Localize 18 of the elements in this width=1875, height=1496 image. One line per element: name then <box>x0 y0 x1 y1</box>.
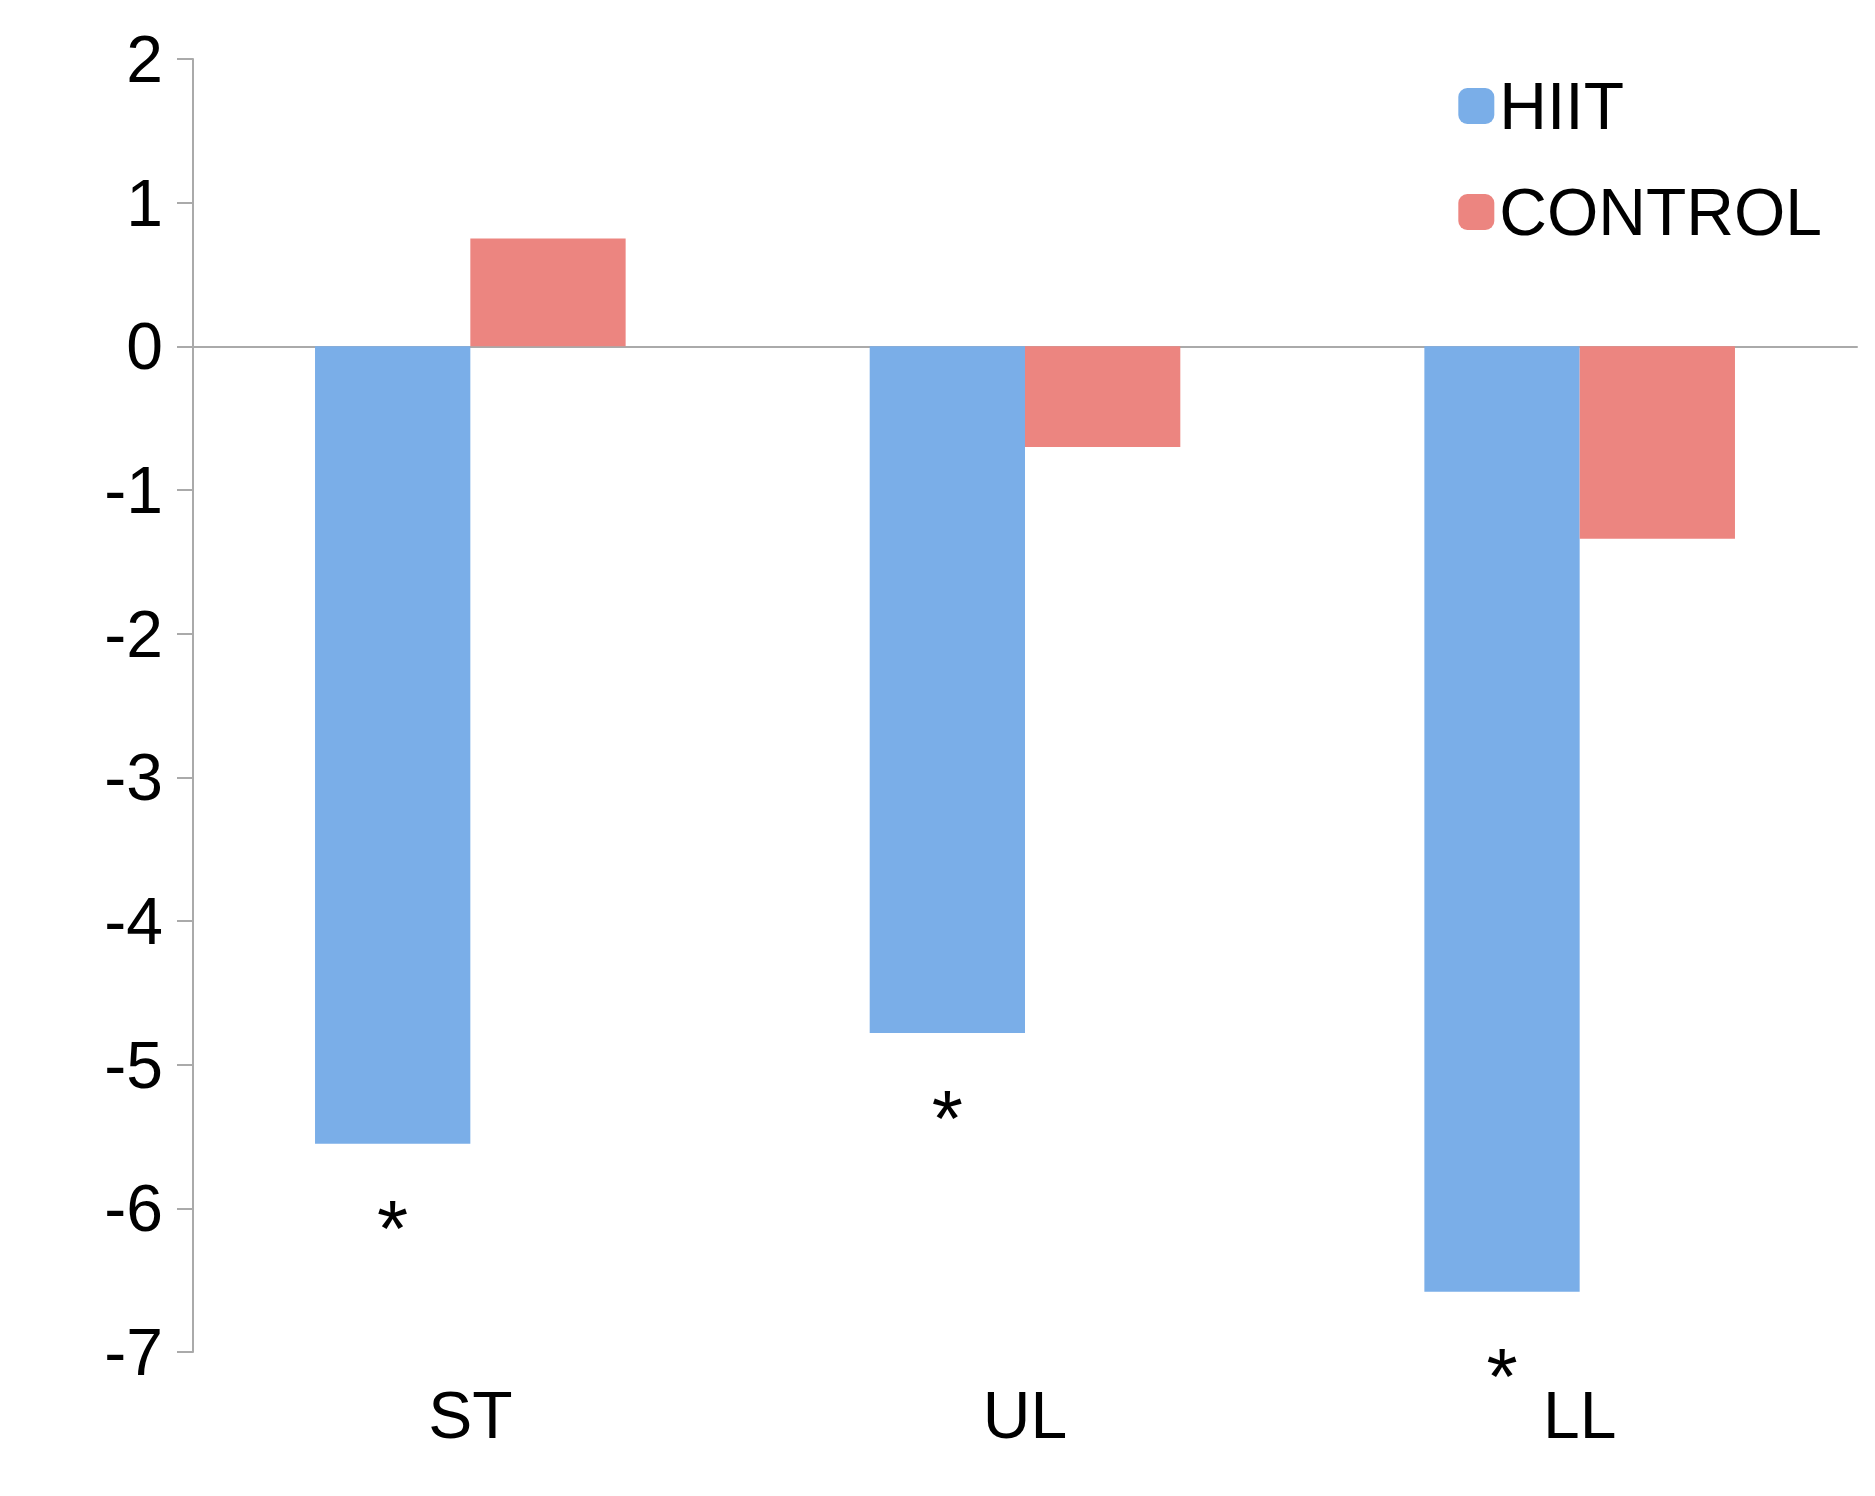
y-tick-label: -6 <box>104 1171 163 1246</box>
annotation: * <box>931 1073 963 1163</box>
legend-label: HIIT <box>1499 69 1624 143</box>
x-tick-label: LL <box>1542 1378 1617 1452</box>
y-tick-label: 2 <box>126 22 163 96</box>
legend-label: CONTROL <box>1499 175 1822 249</box>
annotation: * <box>377 1184 409 1274</box>
x-tick-label: ST <box>428 1378 513 1452</box>
y-tick-label: -2 <box>104 596 163 671</box>
y-tick-label: -7 <box>104 1315 163 1389</box>
x-tick-label: UL <box>982 1378 1068 1452</box>
annotation: * <box>1486 1332 1518 1422</box>
y-tick-label: 1 <box>126 165 163 240</box>
y-tick-label: -3 <box>104 740 163 815</box>
y-tick-label: -1 <box>104 453 163 527</box>
y-tick-label: 0 <box>126 309 163 384</box>
y-tick-label: -5 <box>104 1027 163 1102</box>
y-tick-label: -4 <box>104 884 163 958</box>
